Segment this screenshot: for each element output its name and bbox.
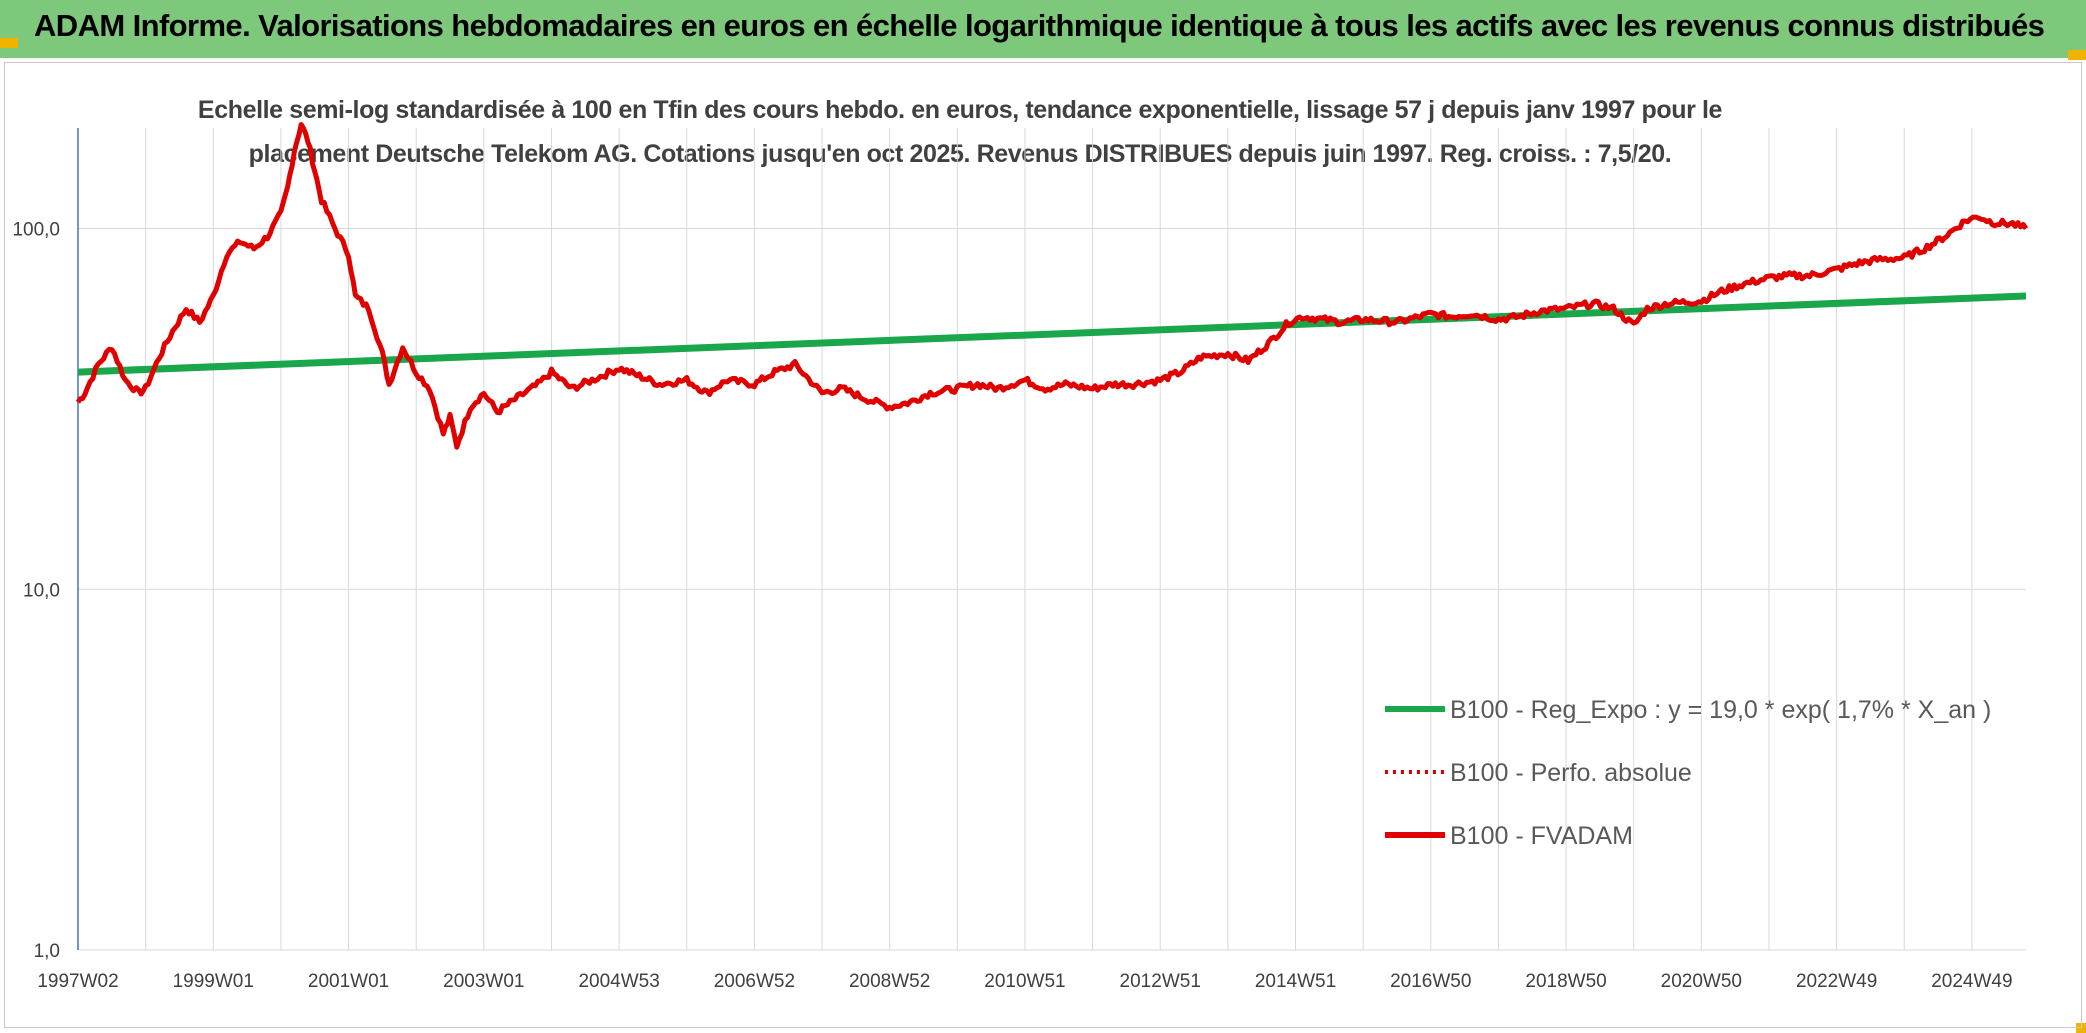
y-tick-label: 10,0 xyxy=(23,580,60,601)
x-tick-label: 2001W01 xyxy=(308,971,389,992)
legend-label-perfo: B100 - Perfo. absolue xyxy=(1450,759,1692,787)
chart-title-line-2: placement Deutsche Telekom AG. Cotations… xyxy=(248,140,1672,168)
chart-title: Echelle semi-log standardisée à 100 en T… xyxy=(160,88,1760,176)
x-tick-label: 2014W51 xyxy=(1255,971,1336,992)
x-tick-label: 2008W52 xyxy=(849,971,930,992)
y-tick-label: 1,0 xyxy=(34,941,60,962)
x-tick-label: 2022W49 xyxy=(1796,971,1877,992)
x-tick-label: 2016W50 xyxy=(1390,971,1471,992)
series-line-fvadam xyxy=(75,122,2029,450)
x-tick-label: 2010W51 xyxy=(984,971,1065,992)
x-tick-label: 2018W50 xyxy=(1525,971,1606,992)
legend[interactable]: B100 - Reg_Expo : y = 19,0 * exp( 1,7% *… xyxy=(1385,696,1991,850)
report-title: ADAM Informe. Valorisations hebdomadaire… xyxy=(34,8,2045,43)
legend-label-regexpo: B100 - Reg_Expo : y = 19,0 * exp( 1,7% *… xyxy=(1450,696,1991,724)
corner-accent-bottom-right xyxy=(2076,1023,2086,1033)
chart-frame xyxy=(4,62,2082,1028)
x-tick-label: 2020W50 xyxy=(1661,971,1742,992)
x-tick-label: 2004W53 xyxy=(578,971,659,992)
x-tick-label: 2006W52 xyxy=(714,971,795,992)
x-tick-label: 1997W02 xyxy=(37,971,118,992)
corner-accent-top-left xyxy=(0,38,18,48)
report-header: ADAM Informe. Valorisations hebdomadaire… xyxy=(0,0,2086,58)
x-tick-label: 2003W01 xyxy=(443,971,524,992)
y-axis-ticks: 1,0 10,0 100,0 xyxy=(12,220,60,962)
series-group xyxy=(75,122,2029,450)
y-tick-label: 100,0 xyxy=(12,220,60,241)
x-tick-label: 2012W51 xyxy=(1120,971,1201,992)
x-tick-label: 1999W01 xyxy=(173,971,254,992)
series-line-regexpo xyxy=(77,292,2027,376)
grid-lines xyxy=(77,128,2026,951)
x-axis-ticks: 1997W02 1999W01 2001W01 2003W01 2004W53 2006W… xyxy=(37,971,2012,992)
corner-accent-top-right xyxy=(2068,50,2086,60)
x-tick-label: 2024W49 xyxy=(1931,971,2012,992)
legend-label-fvadam: B100 - FVADAM xyxy=(1450,822,1633,850)
chart-title-line-1: Echelle semi-log standardisée à 100 en T… xyxy=(197,96,1723,124)
